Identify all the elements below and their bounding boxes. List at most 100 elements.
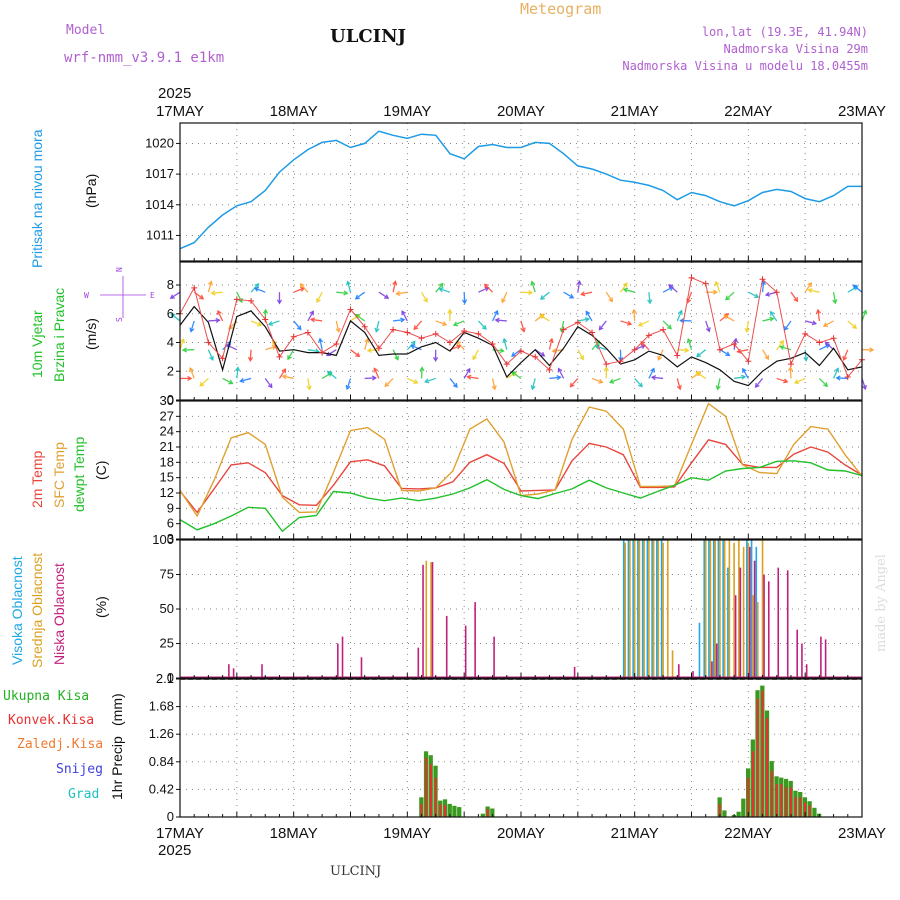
station-title: ULCINJ <box>330 26 406 47</box>
wind-gust-marker <box>461 328 468 334</box>
legend-konvek: Konvek.Kisa <box>8 713 94 728</box>
wind-arrow <box>577 349 584 360</box>
wind-arrow-head <box>638 382 643 388</box>
top-x-tick-label: 22MAY <box>724 103 772 120</box>
wind-arrow-head <box>410 344 416 350</box>
y-tick-label: 1017 <box>145 166 174 181</box>
wind-arrow <box>249 349 252 361</box>
wind-arrow-head <box>235 366 241 372</box>
bottom-x-tick-label: 20MAY <box>497 825 545 842</box>
wind-arrow <box>633 309 636 321</box>
wind-arrow <box>818 377 828 387</box>
wind-arrow <box>836 377 848 380</box>
wind-arrow <box>392 349 399 360</box>
wind-arrow-head <box>569 293 575 299</box>
wind-arrow-head <box>287 355 292 361</box>
wind-arrow <box>634 378 643 388</box>
wind-arrow-head <box>764 354 770 361</box>
wind-arrow <box>477 320 487 330</box>
wind-arrow <box>170 313 181 322</box>
wind-arrow-head <box>247 356 254 362</box>
wind-gust-marker <box>617 358 624 365</box>
wind-arrow <box>293 320 302 330</box>
wind-arrow-head <box>530 280 536 286</box>
wind-arrow-head <box>354 294 360 300</box>
wind-arrow <box>609 377 621 383</box>
wind-arrow <box>478 287 489 293</box>
wind-arrow-head <box>803 356 809 362</box>
wind-arrow-head <box>371 375 377 381</box>
precip-convective-bar <box>780 784 783 817</box>
wind-arrow-head <box>842 355 848 362</box>
wind-arrow <box>401 310 408 322</box>
y-tick-label: 6 <box>167 306 174 321</box>
precip-convective-bar <box>770 771 773 817</box>
wind-arrow <box>746 320 749 332</box>
wind-arrow <box>190 320 195 332</box>
top-x-tick-label: 20MAY <box>497 103 545 120</box>
wind-gust-marker <box>603 361 610 368</box>
wind-arrow <box>254 287 266 293</box>
precip-convective-bar <box>799 797 802 817</box>
wind-arrow <box>300 283 309 293</box>
wind-arrow <box>762 317 774 322</box>
wind-arrow-head <box>686 338 692 344</box>
wind-arrow <box>662 286 674 293</box>
wind-arrow <box>725 291 735 301</box>
wind-arrow-head <box>447 308 453 314</box>
wind-arrow-head <box>835 375 841 381</box>
wind-arrow <box>307 378 311 390</box>
wind-arrow-head <box>309 317 316 323</box>
wind-arrow-head <box>807 287 813 294</box>
y-tick-label: 75 <box>160 567 174 582</box>
wind-arrow <box>491 310 498 322</box>
wind-arrow-head <box>271 339 277 346</box>
top-x-tick-label: 17MAY <box>156 103 204 120</box>
wind-arrow <box>335 320 340 332</box>
y-tick-label: 1014 <box>145 197 174 212</box>
wind-arrow <box>716 378 721 390</box>
wind-arrow <box>686 291 693 303</box>
precip-convective-bar <box>486 809 489 817</box>
wind-arrow <box>819 344 830 351</box>
wind-arrow-head <box>622 282 628 288</box>
wind-arrow <box>264 378 273 388</box>
wind-arrow <box>662 320 672 330</box>
wind-arrow <box>435 283 444 293</box>
wind-arrow-head <box>187 375 193 382</box>
wind-arrow-head <box>598 378 604 384</box>
wind-arrow-head <box>169 294 175 299</box>
wind-arrow <box>853 284 863 293</box>
precip-convective-bar <box>747 777 750 817</box>
wind-arrow-head <box>424 378 430 384</box>
dewpoint-line <box>179 460 863 533</box>
wind-gust-marker <box>390 326 397 333</box>
wind-arrow <box>770 311 778 322</box>
wind-arrow-head <box>647 299 653 305</box>
wind-arrow-head <box>556 375 562 381</box>
wind-gust-marker <box>233 296 240 303</box>
wind-arrow <box>648 368 655 379</box>
wind-arrow <box>847 320 857 329</box>
wind-arrow-head <box>472 355 477 361</box>
precip-convective-bar <box>794 797 797 817</box>
wind-arrow-head <box>695 352 702 358</box>
wind-arrow-head <box>355 352 361 358</box>
y-tick-label: 9 <box>167 500 174 515</box>
precip-total-bar <box>480 813 485 817</box>
wind-arrow <box>595 345 607 351</box>
wind-arrow <box>677 349 689 352</box>
wind-arrow <box>265 345 276 351</box>
wind-arrow-head <box>723 314 729 320</box>
wind-arrow <box>634 344 646 351</box>
wind-arrow <box>425 377 436 383</box>
pressure-line <box>179 130 862 250</box>
legend-snijeg: Snijeg <box>56 762 103 777</box>
wind-arrow-head <box>494 317 500 323</box>
compass-east: E <box>150 291 155 300</box>
wind-arrow <box>620 320 632 325</box>
pressure-unit: (hPa) <box>83 174 99 208</box>
wind-gust-marker <box>560 326 567 333</box>
wind-arrow-head <box>705 327 711 333</box>
wind-arrow-head <box>539 295 545 300</box>
